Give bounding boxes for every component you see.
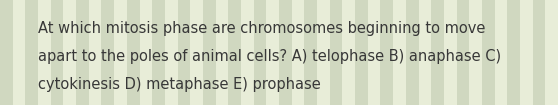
Bar [406, 0, 418, 105]
Bar [228, 0, 241, 105]
Bar [545, 0, 558, 105]
Bar [0, 0, 13, 105]
Bar [13, 0, 25, 105]
Bar [304, 0, 317, 105]
Bar [482, 0, 494, 105]
Bar [266, 0, 279, 105]
Bar [102, 0, 114, 105]
Bar [241, 0, 254, 105]
Text: At which mitosis phase are chromosomes beginning to move: At which mitosis phase are chromosomes b… [38, 22, 485, 37]
Bar [203, 0, 215, 105]
Bar [64, 0, 76, 105]
Bar [279, 0, 292, 105]
Bar [165, 0, 177, 105]
Bar [444, 0, 456, 105]
Bar [254, 0, 266, 105]
Bar [38, 0, 51, 105]
Bar [418, 0, 431, 105]
Bar [393, 0, 406, 105]
Bar [355, 0, 368, 105]
Bar [114, 0, 127, 105]
Bar [431, 0, 444, 105]
Bar [152, 0, 165, 105]
Bar [190, 0, 203, 105]
Bar [140, 0, 152, 105]
Bar [76, 0, 89, 105]
Text: cytokinesis D) metaphase E) prophase: cytokinesis D) metaphase E) prophase [38, 77, 321, 93]
Bar [330, 0, 343, 105]
Bar [507, 0, 520, 105]
Bar [520, 0, 533, 105]
Bar [533, 0, 545, 105]
Bar [317, 0, 330, 105]
Bar [368, 0, 381, 105]
Bar [127, 0, 140, 105]
Text: apart to the poles of animal cells? A) telophase B) anaphase C): apart to the poles of animal cells? A) t… [38, 49, 501, 64]
Bar [456, 0, 469, 105]
Bar [25, 0, 38, 105]
Bar [343, 0, 355, 105]
Bar [51, 0, 64, 105]
Bar [215, 0, 228, 105]
Bar [177, 0, 190, 105]
Bar [89, 0, 102, 105]
Bar [292, 0, 304, 105]
Bar [381, 0, 393, 105]
Bar [494, 0, 507, 105]
Bar [469, 0, 482, 105]
